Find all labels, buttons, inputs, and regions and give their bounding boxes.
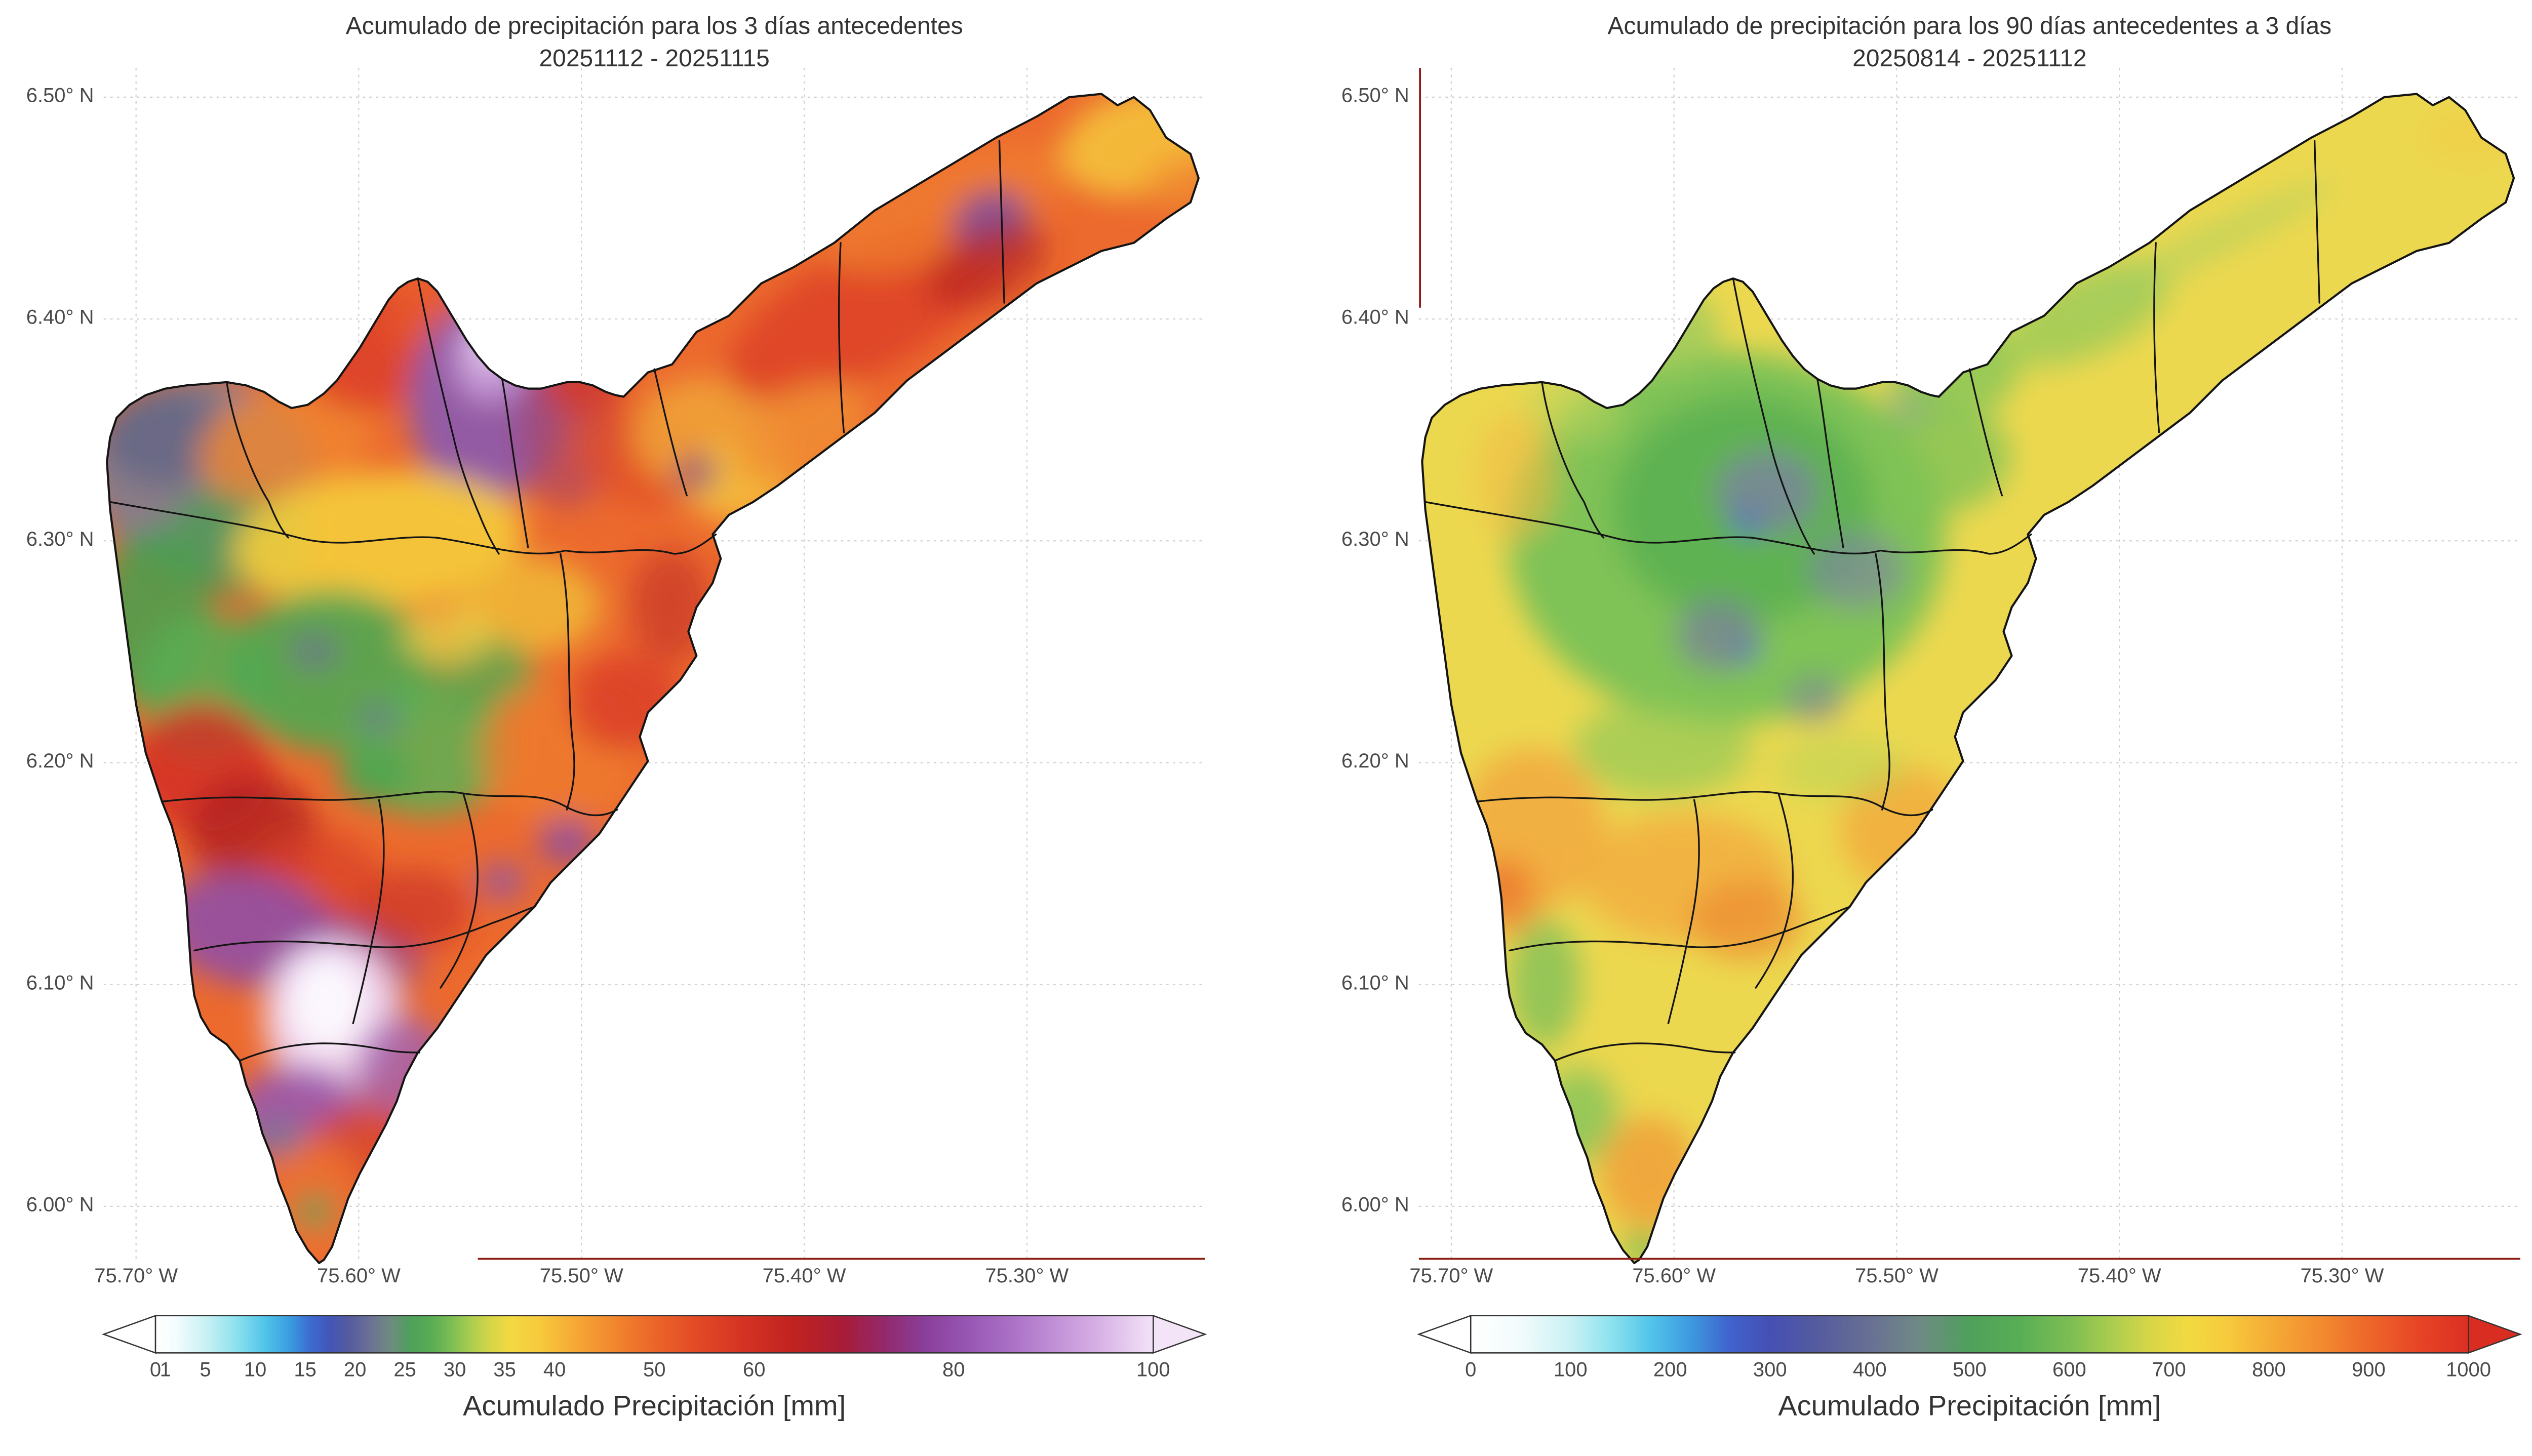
colorbar-tick-label: 800 [2252,1358,2286,1382]
municipal-boundaries [106,93,1200,1264]
colorbar-tick-label: 100 [1136,1358,1170,1382]
lat-tick-label: 6.10° N [26,972,94,994]
lon-tick-label: 75.60° W [317,1265,401,1287]
colorbar-tick-label: 400 [1852,1358,1887,1382]
colorbar-over-arrow [2468,1314,2522,1354]
panel-title: Acumulado de precipitación para los 3 dí… [345,13,963,41]
colorbar-tick-label: 0 [1465,1358,1477,1382]
colorbar-tick-label: 600 [2052,1358,2086,1382]
colorbar-tick-label: 700 [2152,1358,2186,1382]
lat-tick-label: 6.50° N [1341,84,1409,107]
colorbar-tick-label: 5 [200,1358,211,1382]
precip-map-90-days [1418,68,2520,1264]
lon-axis: 75.70° W 75.60° W 75.50° W 75.40° W 75.30° W [94,1265,1205,1294]
colorbar-tick-label: 50 [643,1358,666,1382]
lon-tick-label: 75.40° W [2077,1265,2161,1287]
lat-tick-label: 6.20° N [1341,749,1409,773]
colorbar-tick-label: 15 [294,1358,316,1382]
panel-title-block: Acumulado de precipitación para los 3 dí… [104,11,1205,76]
colorbar-tick-label: 30 [443,1358,466,1382]
colorbar-tick-label: 20 [343,1358,367,1382]
colorbar-tick-label: 0 [149,1358,162,1382]
lat-tick-label: 6.30° N [26,528,94,551]
colorbar-tick-label: 500 [1952,1358,1987,1382]
lon-tick-label: 75.50° W [1854,1265,1938,1287]
colorbar-tick-label: 35 [493,1358,516,1382]
colorbar-tick-label: 60 [742,1358,766,1382]
lon-tick-label: 75.40° W [762,1265,846,1287]
lat-tick-label: 6.30° N [1341,528,1409,551]
colorbar-tick-label: 1000 [2446,1358,2491,1382]
lon-tick-label: 75.30° W [985,1265,1069,1287]
panel-date-range: 20250814 - 20251112 [1852,45,2087,73]
lat-axis: 6.50° N 6.40° N 6.30° N 6.20° N 6.10° N 6.00°… [3,68,94,1260]
lat-tick-label: 6.10° N [1341,972,1409,994]
colorbar-tick-label: 25 [393,1358,416,1382]
colorbar-3-days: 0 1 5 10 15 20 25 30 35 40 50 60 80 100 Acumulado Pre… [101,1314,1207,1444]
colorbar-label: Acumulado Precipitación [mm] [1778,1389,2161,1422]
lat-axis: 6.50° N 6.40° N 6.30° N 6.20° N 6.10° N 6.00°… [1319,68,1409,1260]
precipitation-field [1422,94,2514,1263]
lon-axis: 75.70° W 75.60° W 75.50° W 75.40° W 75.30° W [1409,1265,2520,1294]
lat-tick-label: 6.20° N [26,749,94,773]
gridlines [103,68,1205,1260]
lat-tick-label: 6.40° N [1341,306,1409,329]
lat-tick-label: 6.40° N [26,306,94,329]
lat-tick-label: 6.50° N [26,84,94,107]
colorbar-tick-label: 200 [1653,1358,1687,1382]
colorbar-tick-label: 80 [942,1358,965,1382]
lon-tick-label: 75.70° W [94,1265,178,1287]
colorbar-tick-label: 40 [543,1358,566,1382]
colorbar-ticks: 0 100 200 300 400 500 600 700 800 900 1000 [1419,1359,2520,1385]
precipitation-field [107,94,1199,1263]
lon-tick-label: 75.50° W [539,1265,623,1287]
colorbar-under-arrow [1417,1314,1472,1354]
precip-map-3-days [103,68,1205,1264]
lon-tick-label: 75.60° W [1632,1265,1716,1287]
colorbar-gradient [1417,1314,2522,1354]
panel-title-block: Acumulado de precipitación para los 90 d… [1419,11,2520,76]
colorbar-tick-label: 300 [1753,1358,1787,1382]
gridlines [1418,68,2520,1260]
colorbar-body [1470,1315,2469,1354]
panel-title: Acumulado de precipitación para los 90 d… [1607,13,2332,41]
municipal-boundaries [1421,93,2515,1264]
colorbar-body [154,1315,1154,1354]
lat-tick-label: 6.00° N [1341,1193,1409,1217]
colorbar-tick-label: 10 [244,1358,267,1382]
lon-tick-label: 75.70° W [1409,1265,1493,1287]
lon-tick-label: 75.30° W [2300,1265,2384,1287]
colorbar-90-days: 0 100 200 300 400 500 600 700 800 900 1000 Acumula… [1417,1314,2522,1444]
panel-date-range: 20251112 - 20251115 [539,45,770,73]
colorbar-gradient [101,1314,1207,1354]
colorbar-tick-label: 100 [1553,1358,1588,1382]
colorbar-ticks: 0 1 5 10 15 20 25 30 35 40 50 60 80 100 [104,1359,1205,1385]
colorbar-tick-label: 900 [2352,1358,2386,1382]
colorbar-tick-label: 1 [160,1358,171,1382]
lat-tick-label: 6.00° N [26,1193,94,1217]
colorbar-label: Acumulado Precipitación [mm] [463,1389,846,1422]
